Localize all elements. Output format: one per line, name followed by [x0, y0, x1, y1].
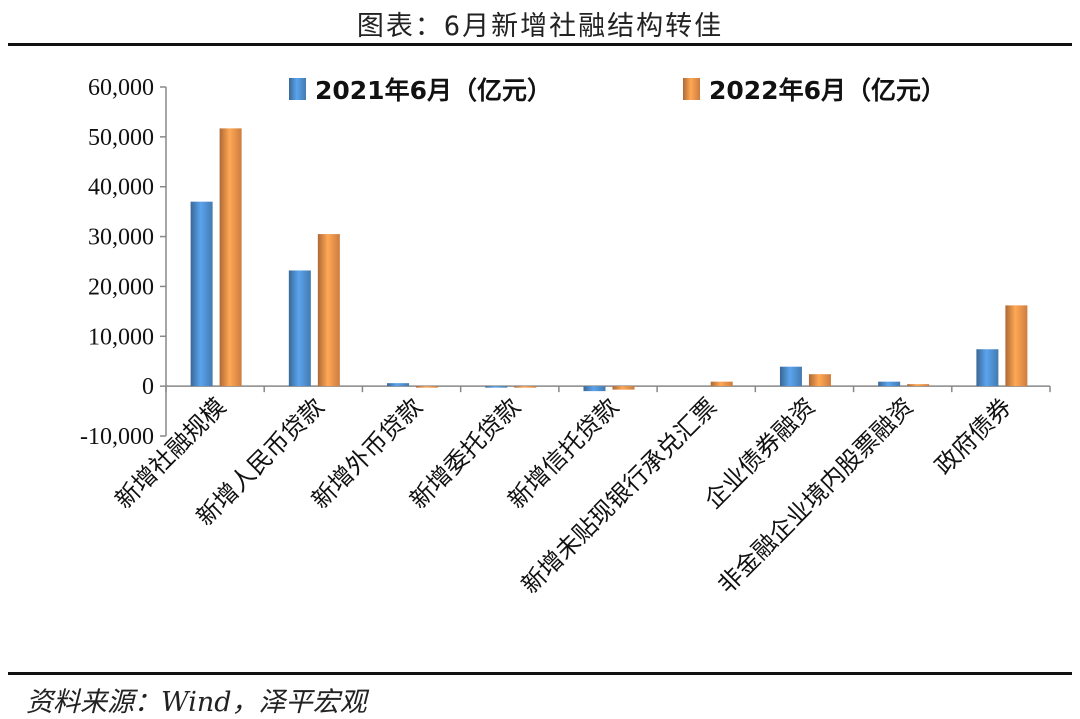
- bottom-divider: [8, 672, 1072, 675]
- bar-2021-2: [387, 383, 410, 387]
- y-tick-label: 60,000: [88, 75, 154, 101]
- bar-2022-3: [514, 386, 537, 388]
- chart-legend: 2021年6月（亿元） 2022年6月（亿元）: [289, 76, 946, 105]
- source-note: 资料来源：Wind，泽平宏观: [26, 687, 367, 718]
- bar-2021-4: [583, 386, 606, 392]
- bar-2022-0: [219, 128, 242, 387]
- category-label: 新增未贴现银行承兑汇票: [516, 393, 722, 599]
- y-tick-label: 0: [142, 374, 154, 400]
- page-title: 图表：6月新增社融结构转佳: [356, 11, 724, 42]
- y-axis-ticks: 60,000 50,000 40,000 30,000 20,000 10,000 0 -10…: [80, 75, 154, 450]
- legend-swatch: [289, 78, 306, 100]
- category-label: 非金融企业境内股票融资: [712, 393, 918, 599]
- bar-2022-2: [416, 386, 439, 388]
- y-tick-label: 50,000: [88, 125, 154, 151]
- bar-2021-1: [288, 270, 311, 387]
- bar-2022-5: [710, 381, 733, 387]
- top-divider: [8, 43, 1072, 46]
- bar-2022-8: [1005, 305, 1028, 387]
- legend-label: 2022年6月（亿元）: [709, 76, 946, 105]
- bar-2022-6: [808, 374, 831, 387]
- y-tick-label: 20,000: [88, 274, 154, 300]
- chart-bars: [190, 128, 1028, 392]
- bar-2022-7: [907, 384, 930, 387]
- bar-2022-1: [317, 234, 340, 387]
- x-axis-labels: 新增社融规模新增人民币贷款新增外币贷款新增委托贷款新增信托贷款新增未贴现银行承兑…: [110, 393, 1017, 599]
- y-tick-label: 10,000: [88, 324, 154, 350]
- bar-chart: 60,000 50,000 40,000 30,000 20,000 10,000 0 -10…: [80, 75, 1051, 599]
- bar-2022-4: [612, 386, 635, 390]
- bar-2021-7: [878, 381, 901, 387]
- y-tick-label: 40,000: [88, 175, 154, 201]
- legend-label: 2021年6月（亿元）: [315, 76, 552, 105]
- legend-swatch: [683, 78, 700, 100]
- bar-2021-6: [779, 366, 802, 387]
- chart-axes: [160, 86, 1051, 437]
- y-tick-label: -10,000: [80, 424, 154, 450]
- y-tick-label: 30,000: [88, 225, 154, 251]
- bar-2021-8: [976, 349, 999, 387]
- bar-2021-3: [485, 386, 508, 388]
- bar-2021-0: [190, 201, 213, 387]
- category-label: 政府债券: [929, 393, 1017, 481]
